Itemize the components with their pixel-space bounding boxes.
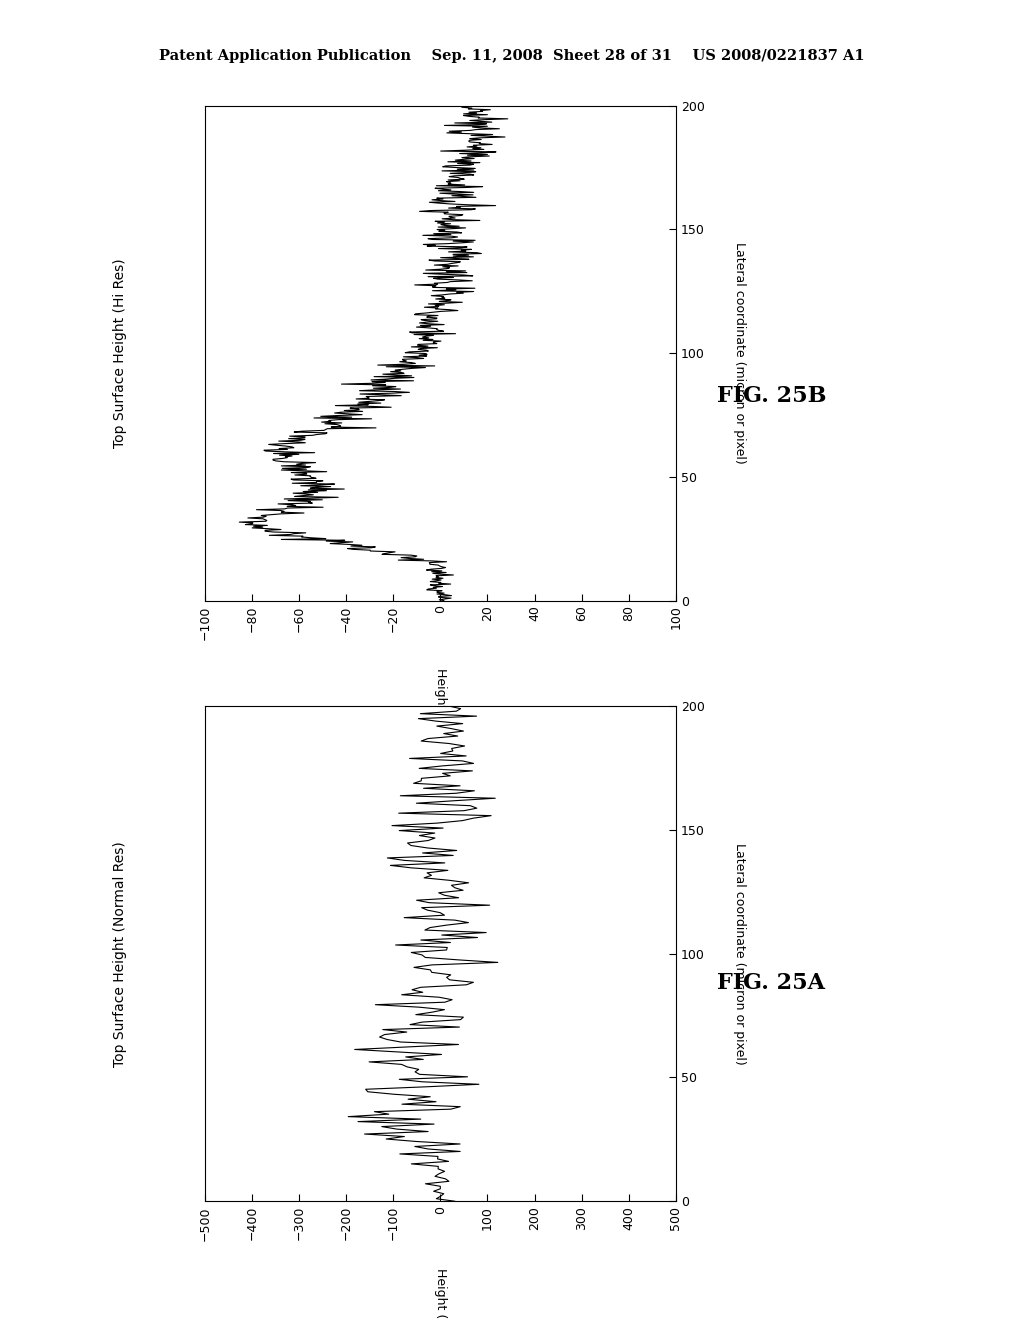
Y-axis label: Lateral coordinate (micron or pixel): Lateral coordinate (micron or pixel) xyxy=(733,243,746,463)
Text: Top Surface Height (Hi Res): Top Surface Height (Hi Res) xyxy=(113,259,127,447)
Text: FIG. 25A: FIG. 25A xyxy=(717,973,824,994)
X-axis label: Height (nm): Height (nm) xyxy=(434,1269,446,1320)
Text: FIG. 25B: FIG. 25B xyxy=(717,385,826,407)
Text: Top Surface Height (Normal Res): Top Surface Height (Normal Res) xyxy=(113,841,127,1067)
Text: Patent Application Publication    Sep. 11, 2008  Sheet 28 of 31    US 2008/02218: Patent Application Publication Sep. 11, … xyxy=(159,49,865,63)
X-axis label: Height (nm): Height (nm) xyxy=(434,668,446,743)
Y-axis label: Lateral coordinate (micron or pixel): Lateral coordinate (micron or pixel) xyxy=(733,843,746,1064)
